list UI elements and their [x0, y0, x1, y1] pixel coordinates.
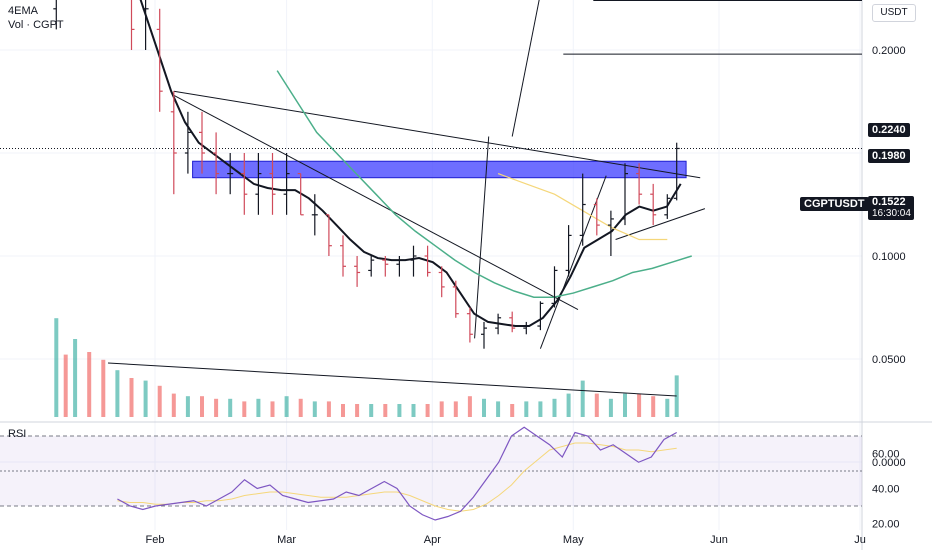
volume-bar [341, 404, 345, 417]
trend-drawings [107, 0, 706, 397]
rsi-tick-label: 40.00 [872, 484, 900, 496]
volume-bar [185, 396, 190, 417]
volume-bar [143, 380, 148, 417]
volume-bar [312, 401, 317, 417]
volume-bars [54, 318, 679, 417]
volume-bar [510, 404, 515, 417]
supply-zone [192, 160, 687, 179]
volume-bar [157, 385, 162, 417]
volume-bar [369, 404, 374, 417]
time-tick-label: Mar [277, 534, 296, 546]
volume-bar [73, 339, 78, 417]
volume-trendline [107, 362, 677, 397]
volume-bar [326, 401, 331, 417]
volume-bar [256, 398, 261, 417]
volume-bar [524, 401, 529, 417]
time-tick-label: Apr [424, 534, 441, 546]
level-tag-0198: 0.1980 [868, 149, 910, 163]
legend-volume: Vol · CGPT [8, 19, 64, 31]
swing-line [474, 136, 490, 339]
volume-bar [228, 398, 233, 417]
volume-bar [552, 398, 557, 417]
ema-fast-line [139, 0, 682, 328]
volume-bar [538, 401, 543, 417]
rsi-ma-line [117, 442, 677, 512]
countdown: 16:30:04 [872, 208, 911, 219]
volume-bar [270, 401, 275, 417]
volume-bar [115, 370, 120, 417]
volume-bar [397, 404, 402, 417]
rsi-line [117, 426, 677, 521]
volume-bar [665, 398, 670, 417]
price-tick-label: 0.1000 [872, 251, 906, 263]
rsi-label: RSI [8, 428, 27, 440]
volume-bar [411, 404, 416, 417]
descending-trendline [173, 94, 579, 311]
price-tick-label: 0.0000 [872, 457, 906, 469]
volume-bar [674, 375, 679, 417]
volume-bar [467, 396, 472, 417]
volume-bar [242, 401, 247, 417]
volume-bar [383, 404, 388, 417]
volume-bar [63, 354, 68, 417]
legend: 4EMA Vol · CGPT [8, 4, 64, 32]
target-line [511, 0, 540, 137]
volume-bar [580, 380, 585, 417]
volume-bar [87, 352, 92, 417]
time-tick-label: May [563, 534, 584, 546]
support-trendline [615, 208, 706, 240]
volume-bar [355, 404, 360, 417]
volume-bar [171, 393, 176, 417]
volume-bar [453, 401, 458, 417]
neckline-trendline [173, 90, 701, 179]
volume-bar [482, 398, 486, 417]
volume-bar [594, 393, 599, 417]
volume-bar [439, 401, 444, 417]
price-tick-label: 0.0500 [872, 354, 906, 366]
volume-bar [214, 398, 219, 417]
volume-bar [101, 359, 106, 417]
volume-bar [566, 393, 571, 417]
volume-bar [496, 401, 501, 417]
volume-bar [425, 404, 430, 417]
time-tick-label: Feb [146, 534, 165, 546]
volume-bar [284, 396, 289, 417]
volume-bar [651, 396, 656, 417]
volume-bar [298, 398, 303, 417]
ema-slow-line [276, 70, 692, 298]
legend-ema: 4EMA [8, 5, 38, 17]
volume-bar [54, 318, 59, 417]
last-price: 0.1522 [872, 196, 906, 208]
rsi-pane: 60.00 40.00 20.00 [0, 426, 900, 531]
time-tick-label: Jun [710, 534, 728, 546]
zones [0, 0, 862, 179]
candles [53, 0, 680, 349]
symbol-tag: CGPTUSDT [800, 197, 869, 211]
volume-bar [129, 378, 134, 417]
volume-bar [637, 393, 642, 417]
volume-bar [623, 393, 627, 417]
currency-button[interactable]: USDT [872, 4, 916, 22]
price-tick-label: 0.2000 [872, 45, 906, 57]
rsi-tick-label: 60.00 [872, 449, 900, 461]
volume-bar [200, 396, 204, 417]
level-tag-0224: 0.2240 [868, 123, 910, 137]
volume-bar [608, 398, 613, 417]
rsi-tick-label: 20.00 [872, 519, 900, 531]
rsi-band [0, 436, 862, 506]
time-tick-label: Ju [854, 534, 866, 546]
last-price-tag: 0.1522 16:30:04 [868, 196, 914, 220]
